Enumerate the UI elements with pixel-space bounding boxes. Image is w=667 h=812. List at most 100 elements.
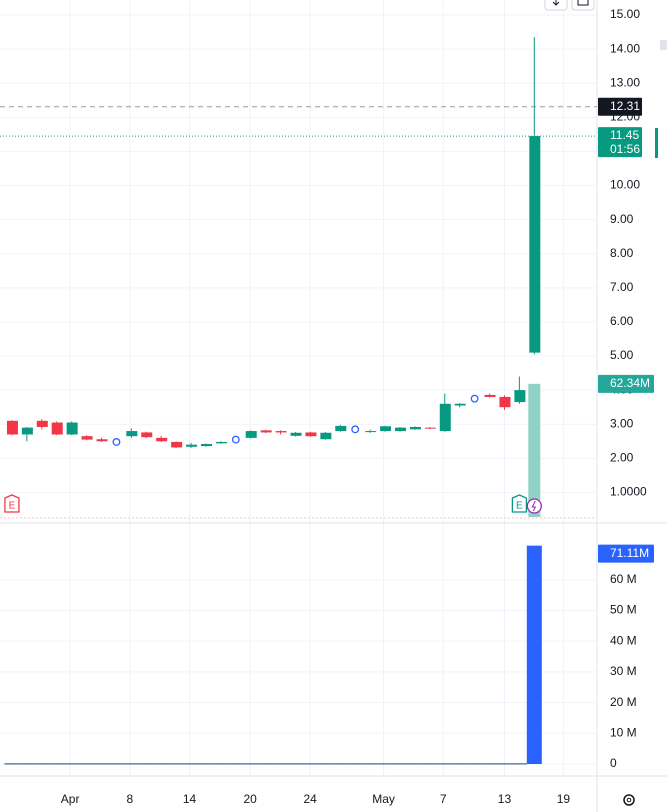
y-tick-label: 10.00 bbox=[610, 178, 640, 192]
volume-badge bbox=[598, 544, 654, 563]
volume-bar bbox=[64, 763, 80, 765]
plot: Apr8142024May7131915.0014.0013.0012.0011… bbox=[0, 7, 654, 806]
price-badge-text: 12.31 bbox=[610, 99, 640, 113]
candle-body bbox=[365, 431, 377, 433]
y-tick-label: 1.0000 bbox=[610, 485, 647, 499]
candle-body bbox=[21, 427, 33, 435]
marker bbox=[470, 394, 479, 403]
candle-body bbox=[171, 441, 183, 448]
x-tick-label: 14 bbox=[183, 792, 197, 806]
volume-tick-label: 20 M bbox=[610, 695, 637, 709]
y-tick-label: 14.00 bbox=[610, 41, 640, 55]
candle-body bbox=[335, 425, 347, 432]
candle-body bbox=[156, 437, 168, 442]
candle-body bbox=[200, 444, 212, 447]
y-tick-label: 3.00 bbox=[610, 416, 634, 430]
y-tick-label: 15.00 bbox=[610, 7, 640, 21]
volume-bar bbox=[213, 763, 229, 765]
side-tab[interactable] bbox=[660, 40, 667, 50]
x-tick-label: 24 bbox=[303, 792, 317, 806]
candle-body bbox=[320, 432, 332, 440]
candle-body bbox=[260, 430, 272, 433]
volume-tick-label: 30 M bbox=[610, 664, 637, 678]
volume-tick-label: 40 M bbox=[610, 633, 637, 647]
toolbar bbox=[544, 0, 595, 11]
volume-bar bbox=[168, 763, 184, 765]
event-label: E bbox=[516, 501, 523, 512]
candle-body bbox=[305, 432, 317, 437]
overlay-volume-bar bbox=[528, 383, 541, 517]
x-tick-label: May bbox=[372, 792, 395, 806]
candle-body bbox=[529, 136, 541, 353]
candle-body bbox=[454, 403, 466, 406]
volume-bar bbox=[183, 763, 199, 765]
candle-body bbox=[394, 427, 406, 432]
settings-button[interactable] bbox=[623, 794, 635, 806]
candle-body bbox=[245, 431, 257, 438]
last-price-badge-text: 01:56 bbox=[610, 142, 640, 156]
last-price-badge bbox=[598, 127, 642, 158]
volume-bar bbox=[49, 763, 65, 765]
candle-body bbox=[186, 444, 198, 447]
side-price-marker bbox=[655, 128, 658, 158]
y-tick-label: 5.00 bbox=[610, 348, 634, 362]
candle-body bbox=[275, 431, 287, 433]
marker bbox=[351, 425, 360, 434]
volume-bar bbox=[302, 763, 318, 765]
volume-badge-text: 71.11M bbox=[610, 546, 649, 560]
y-tick-label: 7.00 bbox=[610, 280, 634, 294]
candle-body bbox=[141, 432, 153, 438]
candle-body bbox=[514, 390, 526, 403]
volume-tick-label: 50 M bbox=[610, 603, 637, 617]
x-tick-label: 19 bbox=[557, 792, 571, 806]
marker bbox=[231, 435, 240, 444]
y-tick-label: 13.00 bbox=[610, 75, 640, 89]
volume-bar bbox=[228, 763, 244, 765]
candle-body bbox=[6, 420, 18, 435]
volume-bar bbox=[123, 763, 139, 765]
candle-body bbox=[484, 394, 496, 397]
candle-body bbox=[499, 396, 511, 408]
last-price-badge-text: 11.45 bbox=[610, 128, 639, 142]
volume-tick-label: 0 bbox=[610, 756, 617, 770]
volume-bar bbox=[482, 763, 498, 765]
volume-tick-label: 60 M bbox=[610, 572, 637, 586]
volume-bar bbox=[79, 763, 95, 765]
price-badge bbox=[598, 97, 642, 116]
candle-body bbox=[424, 427, 436, 429]
x-tick-label: 7 bbox=[440, 792, 447, 806]
volume-bar bbox=[153, 763, 169, 765]
volume-bar bbox=[407, 763, 423, 765]
marker bbox=[112, 438, 121, 446]
candle-body bbox=[380, 426, 392, 432]
event-badge bbox=[511, 494, 528, 513]
volume-bar bbox=[243, 763, 259, 765]
volume-bar bbox=[273, 763, 289, 765]
event-badge bbox=[4, 494, 20, 513]
volume-bar bbox=[93, 763, 109, 765]
candle-body bbox=[81, 436, 93, 440]
volume-bar bbox=[288, 763, 304, 765]
x-tick-label: 20 bbox=[243, 792, 257, 806]
overlay-volume-badge bbox=[598, 374, 654, 393]
volume-bar bbox=[138, 763, 154, 765]
volume-bar bbox=[198, 763, 214, 765]
volume-bar bbox=[496, 763, 512, 765]
candle-body bbox=[96, 439, 108, 442]
download-icon bbox=[552, 0, 560, 6]
x-tick-label: 13 bbox=[498, 792, 512, 806]
volume-bar bbox=[437, 763, 453, 765]
candle-body bbox=[126, 431, 138, 437]
volume-bar bbox=[332, 763, 348, 765]
volume-tick-label: 10 M bbox=[610, 725, 637, 739]
x-tick-label: 8 bbox=[127, 792, 134, 806]
volume-bar bbox=[526, 545, 542, 765]
settings-icon-center bbox=[626, 797, 632, 803]
overlay-volume-badge-text: 62.34M bbox=[610, 376, 650, 390]
volume-bar bbox=[4, 763, 20, 765]
volume-bar bbox=[377, 763, 393, 765]
candle-body bbox=[66, 422, 78, 435]
volume-bar bbox=[422, 763, 438, 765]
